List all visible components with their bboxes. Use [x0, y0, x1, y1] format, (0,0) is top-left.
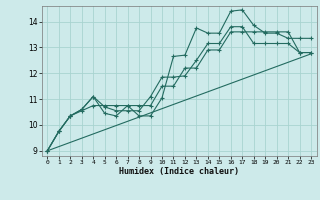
X-axis label: Humidex (Indice chaleur): Humidex (Indice chaleur) [119, 167, 239, 176]
